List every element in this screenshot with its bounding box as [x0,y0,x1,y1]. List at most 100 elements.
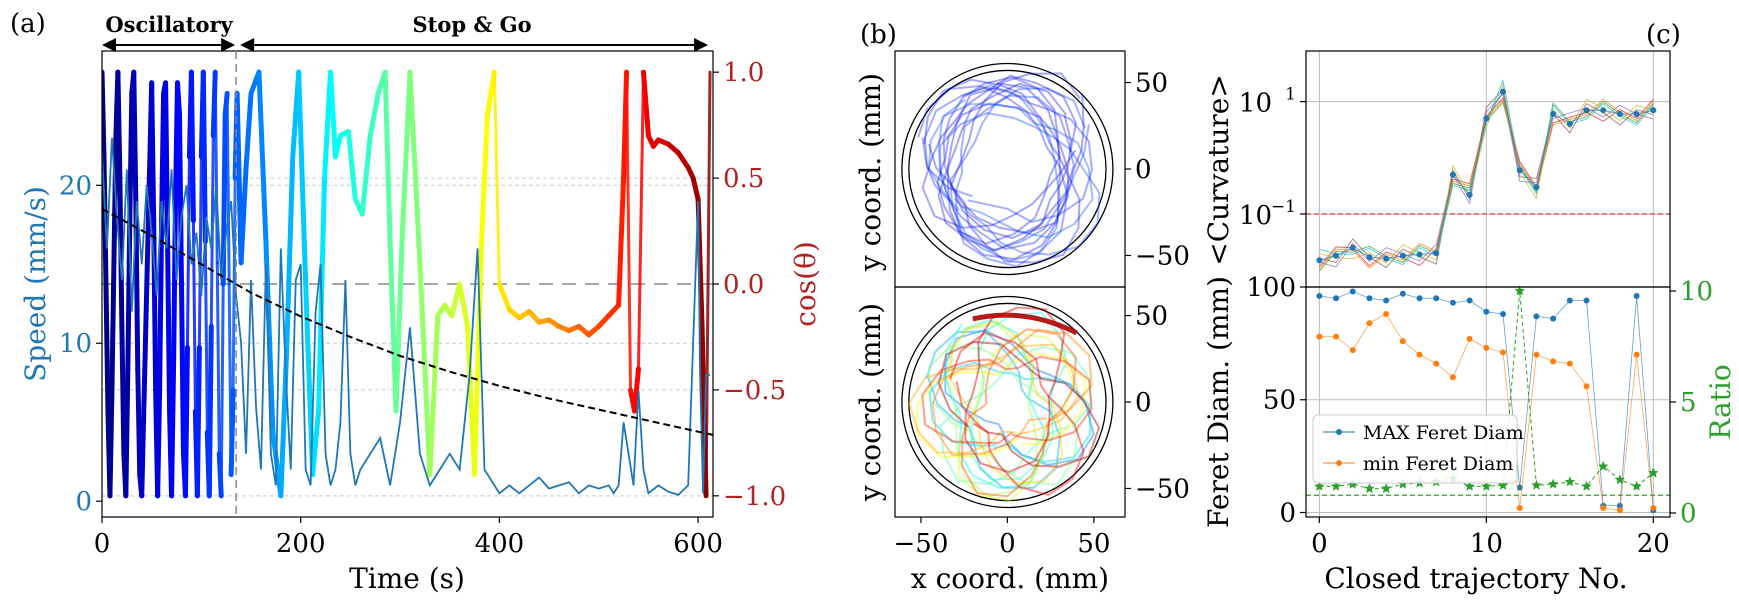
speed-axis-label: Speed (mm/s) [19,186,52,382]
b-x-tick-label: −50 [894,529,949,559]
cos-segment [296,69,309,287]
trajectory-path [950,72,1085,240]
max-feret-marker [1533,313,1540,320]
c-x-tick-label: 0 [1311,529,1328,559]
arena-wall-circle [908,69,1107,269]
trajectory-path [927,345,1080,487]
b-y-tick-label: −50 [1135,241,1190,271]
feret-tick-label: 50 [1263,386,1296,416]
stopgo-arrow-right-head [694,38,709,52]
max-feret-marker [1349,288,1356,295]
panel-c-xlabel: Closed trajectory No. [1324,562,1627,595]
cos-segment [185,155,191,350]
cos-tick-label: −0.5 [723,376,786,406]
min-feret-marker [1466,335,1473,342]
curvature-mean-marker [1500,88,1507,95]
max-feret-marker [1366,295,1373,302]
trajectory-path [943,102,1081,264]
max-feret-marker [1399,290,1406,297]
panel-a-xlabel: Time (s) [349,562,465,595]
max-feret-marker [1483,308,1490,315]
feret-tick-label: 100 [1246,273,1296,303]
stationary-cluster-path [972,312,1078,336]
cos-segment [117,175,125,329]
b-y-tick-label: 0 [1135,155,1152,185]
cos-segment [704,70,712,498]
ratio-star-marker [1397,478,1409,489]
ratio-star-marker [1330,480,1342,491]
region-arrows: Oscillatory Stop & Go [102,12,709,52]
cos-segment [151,217,159,393]
curvature-mean-marker [1383,255,1390,262]
curvature-trajectory-line [1319,78,1654,266]
trajectory-path [943,328,1095,466]
curvature-trajectory-line [1319,83,1654,264]
cos-segment [243,90,254,170]
ratio-star-marker [1364,483,1375,493]
cos-segment [479,112,490,245]
legend-min-marker [1336,460,1342,466]
panel-a-ticks: 0 200 400 600 0 10 20 1.0 0.5 0.0 −0.5 −1.0 [59,58,786,559]
cos-segment [225,91,231,286]
stop-and-go-label: Stop & Go [413,12,532,37]
arena-wall-circle [908,302,1107,502]
max-feret-marker [1633,293,1640,300]
min-feret-marker [1433,360,1440,367]
cos-segment [188,69,196,223]
x-tick-label: 400 [475,529,525,559]
feret-axis-label: Feret Diam. (mm) [1202,276,1235,528]
trajectory-path [946,323,1038,497]
max-feret-marker [1449,299,1456,306]
min-feret-marker [1500,349,1507,356]
cos-segment [135,366,143,478]
cos-segment [159,90,167,223]
curvature-mean-marker [1650,107,1657,114]
oscillatory-arrow-right-head [221,38,236,52]
ratio-star-marker [1614,474,1626,485]
curvature-mean-marker [1399,252,1406,259]
ratio-star-marker [1564,476,1575,487]
cos-segment [492,70,501,286]
exponential-fit-line [102,208,713,436]
trajectory-path [937,84,1061,262]
cos-segment [472,239,485,478]
curvature-mean-marker [1483,115,1490,122]
min-feret-marker [1383,311,1390,318]
cos-segment [310,408,322,478]
min-feret-marker [1316,333,1323,340]
trajectory-path [939,112,1101,256]
panel-b-top-ylabel: y coord. (mm) [854,73,887,272]
cos-segment [155,387,163,499]
cos-segment [139,80,155,499]
b-y-tick-label: 50 [1135,302,1168,332]
cos-tick-label: 0.0 [723,270,764,300]
trajectory-path [937,82,1072,252]
trajectory-path [925,330,1061,489]
trajectory-path [917,85,1069,251]
trajectory-path [948,320,1064,485]
curvature-trajectory-line [1319,88,1654,269]
min-feret-marker [1333,333,1340,340]
cos-segment [206,323,214,499]
trajectory-path [937,340,1101,468]
panel-b-bottom-trajectories [901,295,1114,509]
ratio-tick-label: 5 [1680,388,1697,418]
trajectory-path [931,328,1093,457]
cos-tick-label: 0.5 [723,164,764,194]
cos-segment [332,133,343,160]
cos-segment [417,260,433,478]
cos-segment [427,313,441,478]
min-feret-marker [1399,338,1406,345]
b-y-tick-label: −50 [1135,474,1190,504]
cos-segment [496,281,512,312]
ratio-star-marker [1497,479,1509,490]
min-feret-marker [1449,374,1456,381]
panel-a-label: (a) [10,9,46,39]
cos-segment [175,80,182,118]
ratio-star-marker [1314,480,1325,491]
trajectory-path [908,343,1080,454]
ratio-tick-label: 0 [1680,499,1697,529]
curvature-tick-exponent: 1 [1285,85,1296,105]
cos-segment [328,69,338,160]
